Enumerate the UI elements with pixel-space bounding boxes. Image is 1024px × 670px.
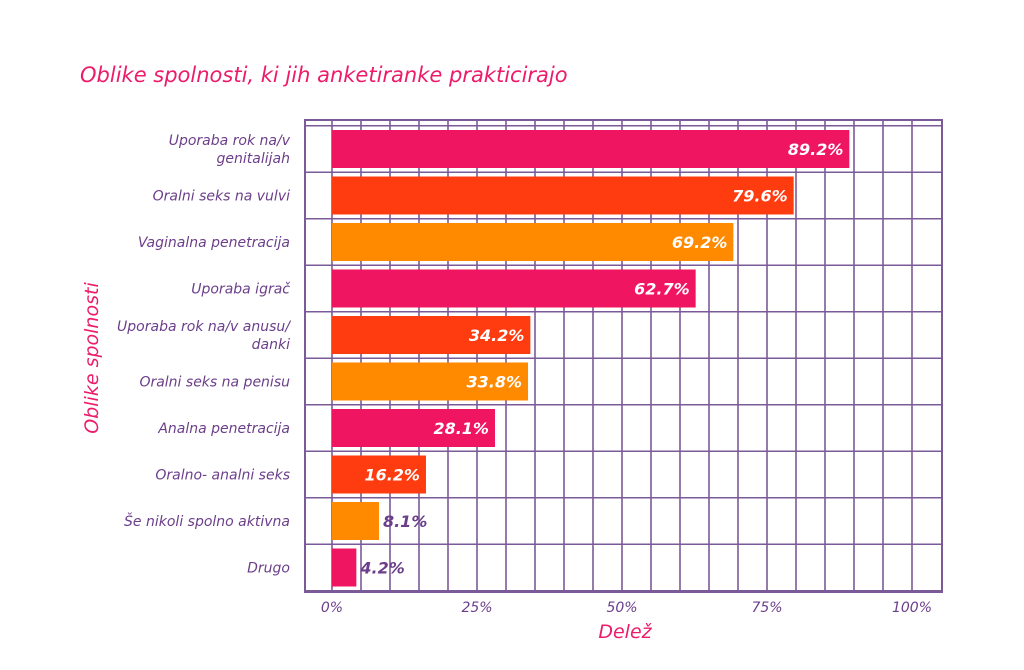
category-label-line: Analna penetracija — [157, 421, 290, 437]
x-tick-label: 25% — [461, 600, 492, 616]
bars: 89.2% 79.6% 69.2% 62.7% 34.2% 33.8% 28.1% 16.2%… — [332, 130, 850, 587]
category-labels: Uporaba rok na/v genitalijah Oralni seks n… — [117, 133, 291, 577]
category-label-line: Uporaba igrač — [191, 282, 290, 298]
category-label-line: danki — [252, 337, 290, 353]
category-label-line: genitalijah — [217, 151, 290, 167]
category-label: Drugo — [247, 561, 290, 577]
bar-value-label: 34.2% — [469, 326, 525, 345]
bar — [332, 409, 495, 447]
bar — [332, 362, 529, 401]
category-label: Uporaba igrač — [191, 282, 290, 298]
x-axis-ticks: 0% 25% 50% 75% 100% — [321, 600, 932, 616]
category-label: Oralno- analni seks — [155, 468, 290, 484]
bar — [332, 223, 734, 261]
bar-value-label: 62.7% — [634, 280, 690, 299]
bar — [332, 130, 850, 168]
bar-value-label: 4.2% — [359, 559, 404, 578]
bar — [332, 316, 531, 354]
category-label: Oralni seks na penisu — [139, 375, 290, 391]
x-tick-label: 50% — [606, 600, 637, 616]
chart-title: Oblike spolnosti, ki jih anketiranke pra… — [80, 63, 568, 87]
y-axis-title: Oblike spolnosti — [81, 282, 103, 434]
category-label: Oralni seks na vulvi — [153, 189, 290, 205]
category-label-line: Še nikoli spolno aktivna — [124, 512, 290, 530]
bar-value-label: 89.2% — [788, 140, 844, 159]
bar-value-label: 28.1% — [433, 419, 489, 438]
bar — [332, 455, 426, 494]
x-tick-label: 0% — [321, 600, 343, 616]
category-label-line: Vaginalna penetracija — [138, 235, 290, 251]
category-label: Analna penetracija — [157, 421, 290, 437]
x-tick-label: 75% — [751, 600, 782, 616]
bar — [332, 176, 794, 215]
x-tick-label: 100% — [892, 600, 932, 616]
category-label-line: Oralni seks na penisu — [139, 375, 290, 391]
category-label: Uporaba rok na/v genitalijah — [169, 133, 291, 167]
bar-value-label: 79.6% — [732, 187, 788, 206]
category-label: Uporaba rok na/v anusu/danki — [117, 319, 291, 353]
bar-value-label: 69.2% — [672, 233, 728, 252]
bar — [332, 269, 696, 308]
plot-frame — [304, 119, 943, 593]
category-label-line: Oralno- analni seks — [155, 468, 290, 484]
category-label-line: Uporaba rok na/v — [169, 133, 291, 149]
bar — [332, 502, 379, 540]
x-axis-title: Delež — [598, 621, 652, 643]
bar-value-label: 33.8% — [467, 373, 523, 392]
category-label: Vaginalna penetracija — [138, 235, 290, 251]
category-label-line: Uporaba rok na/v anusu/ — [117, 319, 291, 335]
category-label-line: Oralni seks na vulvi — [153, 189, 290, 205]
bar-value-label: 16.2% — [364, 466, 420, 485]
bar — [332, 548, 357, 587]
category-label: Še nikoli spolno aktivna — [124, 512, 290, 530]
category-label-line: Drugo — [247, 561, 290, 577]
bar-value-label: 8.1% — [383, 512, 427, 531]
